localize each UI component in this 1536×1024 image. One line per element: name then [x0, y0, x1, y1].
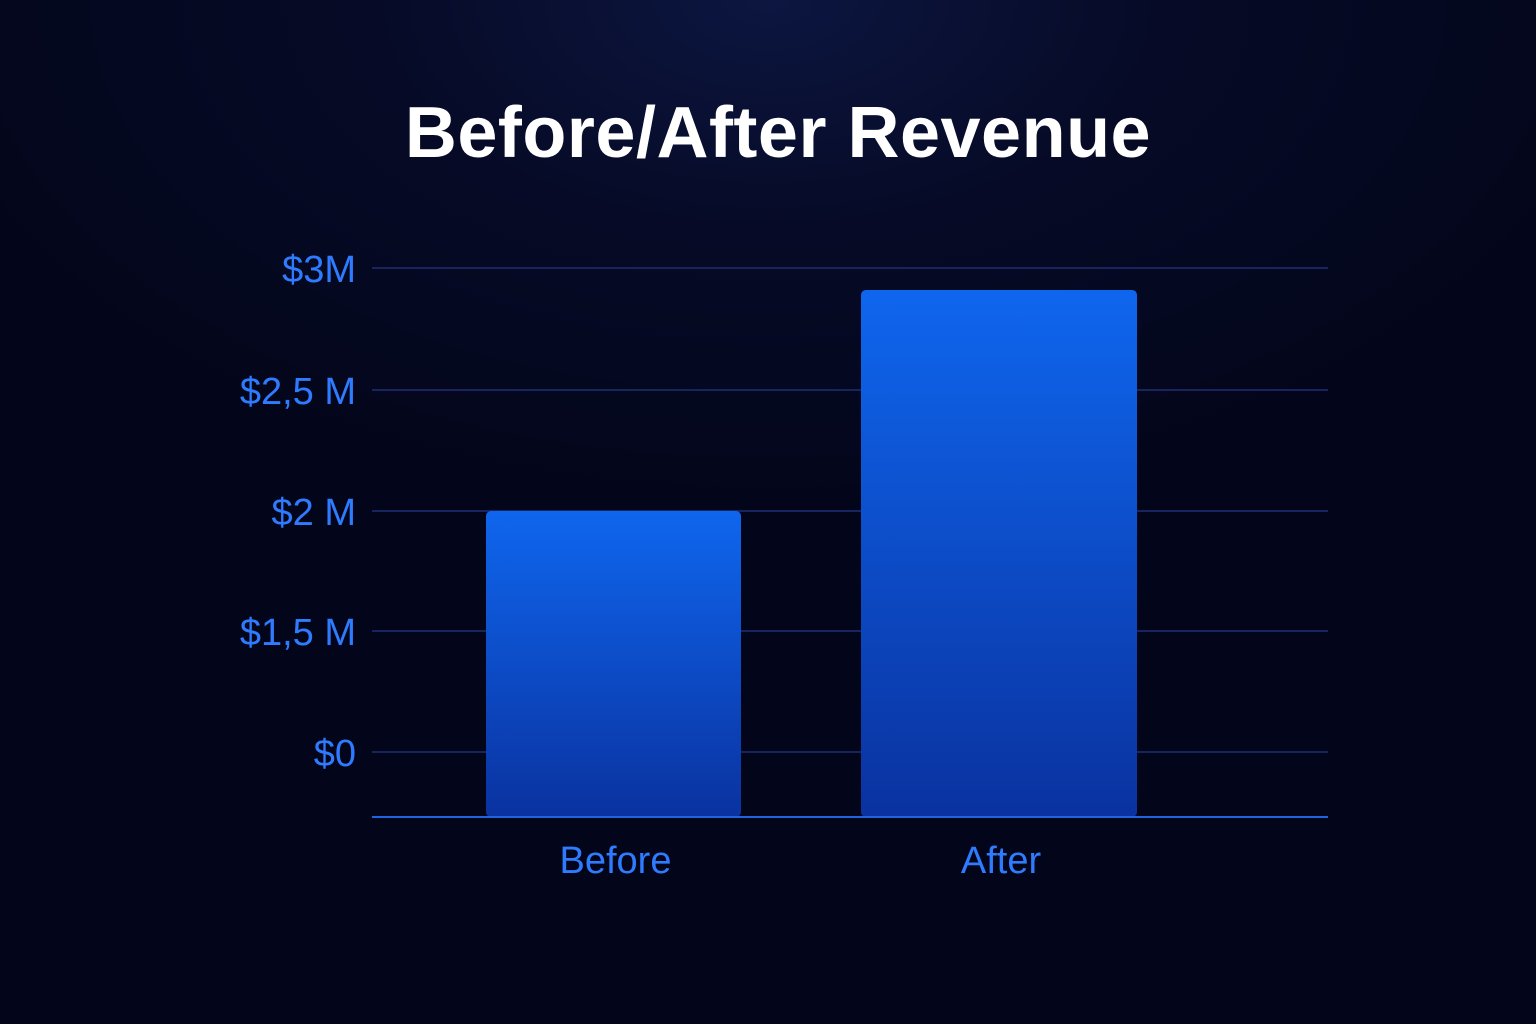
x-category-label: After: [961, 840, 1042, 882]
chart-title: Before/After Revenue: [404, 93, 1152, 173]
y-tick-label: $2,5 M: [240, 371, 356, 413]
x-category-label: Before: [560, 840, 672, 882]
y-tick-label: $1,5 M: [240, 612, 356, 654]
y-axis-ticks: $0 $1,5 M $2 M $2,5 M $3M: [240, 249, 356, 775]
y-tick-label: $2 M: [272, 492, 356, 534]
y-tick-label: $0: [314, 733, 356, 775]
bars: [486, 289, 1137, 818]
bar-before: [486, 511, 741, 817]
y-tick-label: $3M: [282, 249, 356, 291]
x-axis-categories: Before After: [560, 840, 1042, 882]
bar-after: [861, 289, 1137, 818]
